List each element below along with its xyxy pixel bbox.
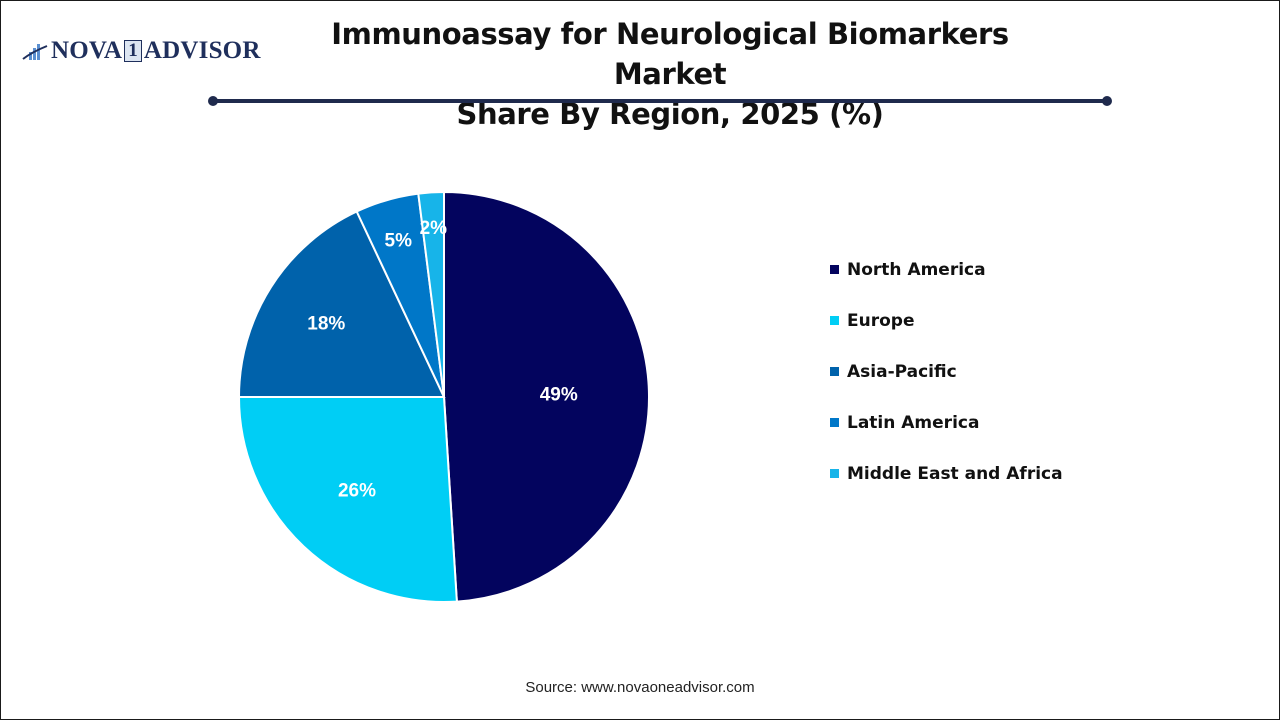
divider-right-dot bbox=[1102, 96, 1112, 106]
logo-wordmark: NOVA 1 ADVISOR bbox=[51, 37, 261, 65]
legend-swatch-icon bbox=[830, 265, 839, 274]
chart-title-line1: Immunoassay for Neurological Biomarkers … bbox=[331, 17, 1009, 91]
logo-suffix: ADVISOR bbox=[143, 37, 261, 64]
pie-slice-middle-east-and-africa bbox=[417, 190, 445, 398]
legend-swatch-icon bbox=[830, 367, 839, 376]
slice-value-label: 49% bbox=[540, 384, 578, 405]
legend-label: Europe bbox=[847, 310, 915, 331]
pie-slice-north-america bbox=[443, 190, 650, 603]
legend-swatch-icon bbox=[830, 418, 839, 427]
chart-title: Immunoassay for Neurological Biomarkers … bbox=[300, 14, 1040, 134]
pie-labels: 49% 26% 18% 5% 2% bbox=[307, 218, 578, 501]
legend-label: North America bbox=[847, 259, 986, 280]
logo-prefix: NOVA bbox=[51, 37, 123, 64]
logo-number: 1 bbox=[124, 40, 142, 62]
slice-value-label: 2% bbox=[420, 218, 448, 239]
pie-slice-europe bbox=[237, 396, 458, 603]
brand-logo: NOVA 1 ADVISOR bbox=[22, 36, 261, 66]
legend-item: Asia-Pacific bbox=[830, 346, 1063, 397]
legend-swatch-icon bbox=[830, 316, 839, 325]
pie-slices bbox=[237, 190, 650, 603]
legend-item: North America bbox=[830, 244, 1063, 295]
chart-legend: North America Europe Asia-Pacific Latin Ame… bbox=[830, 244, 1063, 499]
legend-item: Middle East and Africa bbox=[830, 448, 1063, 499]
legend-item: Europe bbox=[830, 295, 1063, 346]
title-divider bbox=[213, 99, 1107, 103]
legend-label: Latin America bbox=[847, 412, 980, 433]
legend-label: Asia-Pacific bbox=[847, 361, 957, 382]
legend-label: Middle East and Africa bbox=[847, 463, 1063, 484]
slice-value-label: 26% bbox=[338, 481, 376, 502]
slice-value-label: 5% bbox=[385, 231, 413, 252]
source-note: Source: www.novaoneadvisor.com bbox=[525, 679, 755, 696]
bar-chart-logo-icon bbox=[22, 44, 48, 60]
slice-value-label: 18% bbox=[307, 313, 345, 334]
legend-swatch-icon bbox=[830, 469, 839, 478]
pie-slice-asia-pacific bbox=[237, 210, 446, 398]
legend-item: Latin America bbox=[830, 397, 1063, 448]
